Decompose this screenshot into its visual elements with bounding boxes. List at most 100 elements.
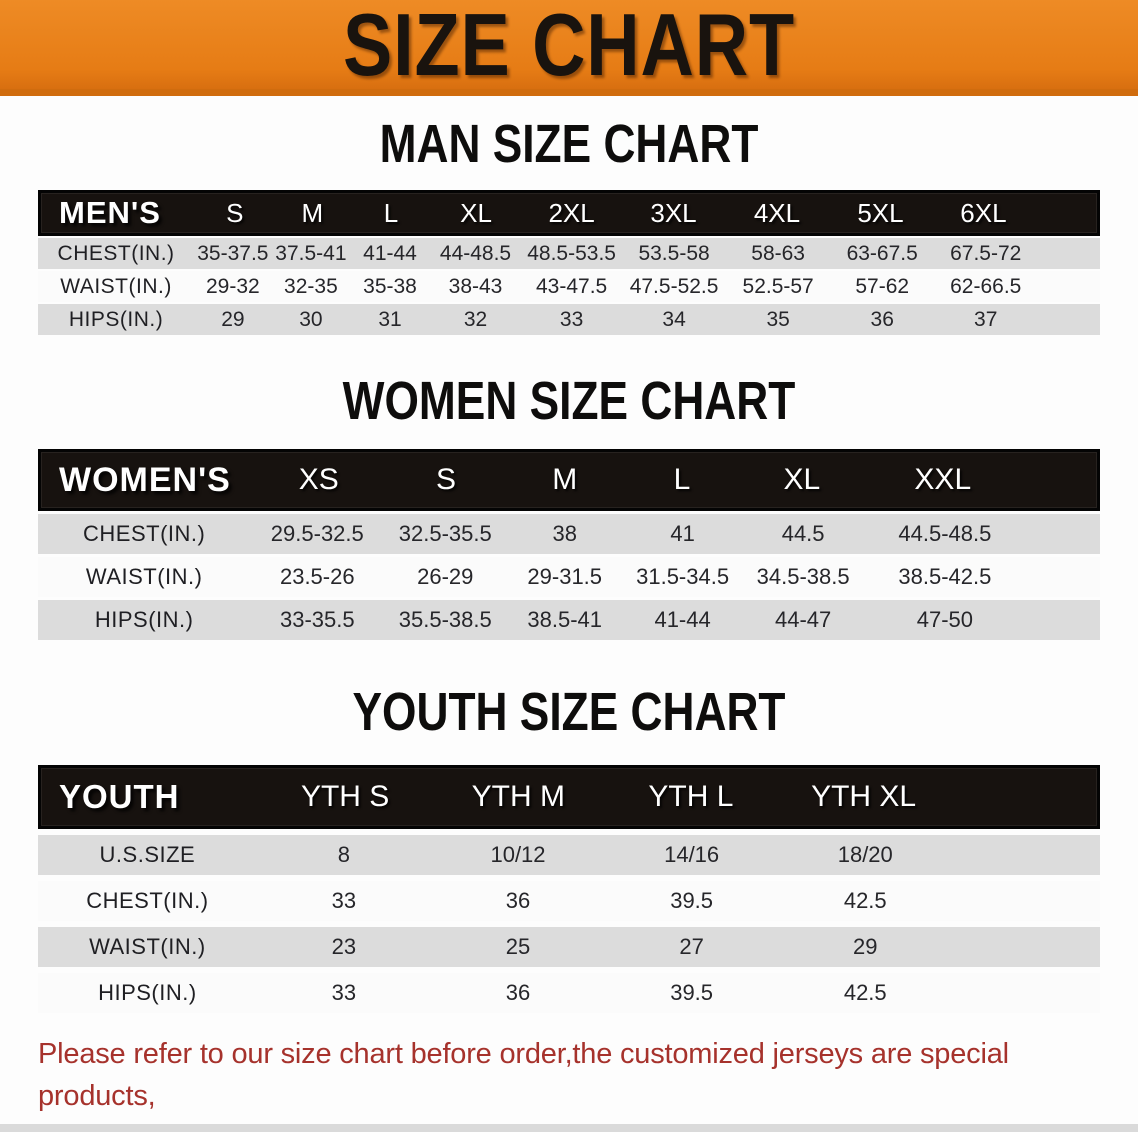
men-size-column-header: 4XL	[753, 197, 801, 228]
women-waist-row: WAIST(IN.) 23.5-26 26-29 29-31.5 31.5-34…	[38, 557, 1100, 597]
youth-size-column-header: YTH S	[300, 780, 390, 813]
youth-waist-row: WAIST(IN.) 23 25 27 29	[38, 927, 1100, 967]
table-cell: 29	[853, 934, 878, 959]
men-size-column-header: 5XL	[857, 197, 904, 228]
table-cell: 37	[974, 307, 998, 331]
table-cell: 36	[505, 980, 531, 1005]
table-cell: 58-63	[751, 241, 805, 265]
row-label: CHEST(IN.)	[57, 241, 175, 265]
men-size-column-header: 3XL	[650, 197, 697, 228]
page-title: SIZE CHART	[343, 0, 795, 94]
youth-size-table: YOUTH YTH S YTH M YTH L YTH XL U.S.SIZE …	[38, 765, 1100, 1013]
table-cell: 35.5-38.5	[398, 607, 492, 632]
disclaimer-line-1: Please refer to our size chart before or…	[38, 1038, 1009, 1112]
men-section-heading: MAN SIZE CHART	[0, 114, 1138, 174]
men-size-column-header: L	[383, 197, 399, 228]
table-cell: 38.5-42.5	[898, 564, 992, 589]
women-chest-row: CHEST(IN.) 29.5-32.5 32.5-35.5 38 41 44.…	[38, 514, 1100, 554]
women-table-group-label: WOMEN'S	[59, 460, 231, 499]
row-label: HIPS(IN.)	[94, 607, 194, 632]
table-cell: 31.5-34.5	[636, 564, 730, 589]
table-cell: 63-67.5	[846, 241, 918, 265]
table-cell: 34.5-38.5	[756, 564, 850, 589]
table-cell: 32	[463, 307, 488, 331]
men-section-heading-text: MAN SIZE CHART	[379, 114, 759, 174]
youth-table-header-row: YOUTH YTH S YTH M YTH L YTH XL	[38, 765, 1100, 829]
table-cell: 33	[331, 888, 357, 913]
table-cell: 23.5-26	[279, 564, 355, 589]
table-cell: 44-48.5	[439, 241, 512, 265]
men-size-column-header: 6XL	[960, 197, 1007, 228]
table-cell: 8	[337, 842, 350, 867]
men-table-header-row: MEN'S S M L XL 2XL 3XL 4XL 5XL 6XL	[38, 190, 1100, 236]
youth-size-column-header: YTH XL	[811, 780, 917, 813]
banner: SIZE CHART	[0, 0, 1138, 96]
men-size-column-header: XL	[460, 197, 492, 228]
table-cell: 43-47.5	[535, 274, 608, 298]
table-cell: 38	[552, 521, 577, 546]
women-size-column-header: S	[435, 463, 456, 496]
men-hips-row: HIPS(IN.) 29 30 31 32 33 34 35 36 37	[38, 304, 1100, 335]
youth-size-column-header: YTH L	[648, 780, 734, 813]
table-cell: 29.5-32.5	[270, 521, 364, 546]
table-cell: 67.5-72	[950, 241, 1022, 265]
youth-table-group-label: YOUTH	[59, 778, 180, 815]
table-cell: 48.5-53.5	[527, 241, 616, 265]
men-size-column-header: S	[226, 197, 244, 228]
table-cell: 53.5-58	[638, 241, 710, 265]
disclaimer-text: Please refer to our size chart before or…	[0, 1033, 1138, 1132]
table-cell: 29-31.5	[527, 564, 603, 589]
women-section-heading: WOMEN SIZE CHART	[0, 371, 1138, 431]
table-cell: 41-44	[363, 241, 417, 265]
table-cell: 37.5-41	[275, 241, 347, 265]
table-cell: 26-29	[417, 564, 474, 589]
youth-ussize-row: U.S.SIZE 8 10/12 14/16 18/20	[38, 835, 1100, 875]
table-cell: 44-47	[774, 607, 832, 632]
table-cell: 44.5	[781, 521, 825, 546]
women-size-table: WOMEN'S XS S M L XL XXL CHEST(IN.) 29.5-…	[38, 449, 1100, 640]
table-cell: 41	[670, 521, 695, 546]
women-size-column-header: L	[673, 463, 691, 496]
row-label: HIPS(IN.)	[98, 980, 197, 1005]
youth-section-heading: YOUTH SIZE CHART	[0, 685, 1138, 739]
women-hips-row: HIPS(IN.) 33-35.5 35.5-38.5 38.5-41 41-4…	[38, 600, 1100, 640]
table-cell: 30	[299, 307, 323, 331]
youth-size-column-header: YTH M	[471, 780, 565, 813]
table-cell: 33-35.5	[279, 607, 355, 632]
table-cell: 29	[221, 307, 245, 331]
row-label: WAIST(IN.)	[89, 934, 206, 959]
men-size-column-header: M	[301, 197, 324, 228]
table-cell: 32.5-35.5	[398, 521, 492, 546]
table-cell: 42.5	[843, 888, 887, 913]
table-cell: 39.5	[670, 888, 714, 913]
table-cell: 29-32	[206, 274, 260, 298]
table-cell: 23	[331, 934, 357, 959]
table-cell: 34	[662, 307, 686, 331]
bottom-edge-strip	[0, 1124, 1138, 1132]
youth-chest-row: CHEST(IN.) 33 36 39.5 42.5	[38, 881, 1100, 921]
women-section-heading-text: WOMEN SIZE CHART	[342, 371, 796, 431]
women-size-column-header: XXL	[914, 463, 972, 496]
table-cell: 38-43	[448, 274, 503, 298]
row-label: CHEST(IN.)	[86, 888, 209, 913]
table-cell: 44.5-48.5	[898, 521, 992, 546]
row-label: WAIST(IN.)	[85, 564, 203, 589]
table-cell: 57-62	[855, 274, 910, 298]
table-cell: 35-38	[363, 274, 417, 298]
table-cell: 14/16	[664, 842, 720, 867]
women-size-column-header: XL	[783, 463, 821, 496]
table-cell: 35-37.5	[197, 241, 269, 265]
table-cell: 32-35	[284, 274, 338, 298]
women-table-header-row: WOMEN'S XS S M L XL XXL	[38, 449, 1100, 511]
women-size-column-header: M	[552, 463, 578, 496]
men-table-group-label: MEN'S	[59, 195, 161, 230]
table-cell: 62-66.5	[950, 274, 1022, 298]
table-cell: 52.5-57	[742, 274, 814, 298]
table-cell: 10/12	[490, 842, 546, 867]
table-cell: 31	[378, 307, 402, 331]
table-cell: 36	[870, 307, 894, 331]
table-cell: 27	[679, 934, 704, 959]
table-cell: 38.5-41	[527, 607, 603, 632]
table-cell: 42.5	[843, 980, 887, 1005]
